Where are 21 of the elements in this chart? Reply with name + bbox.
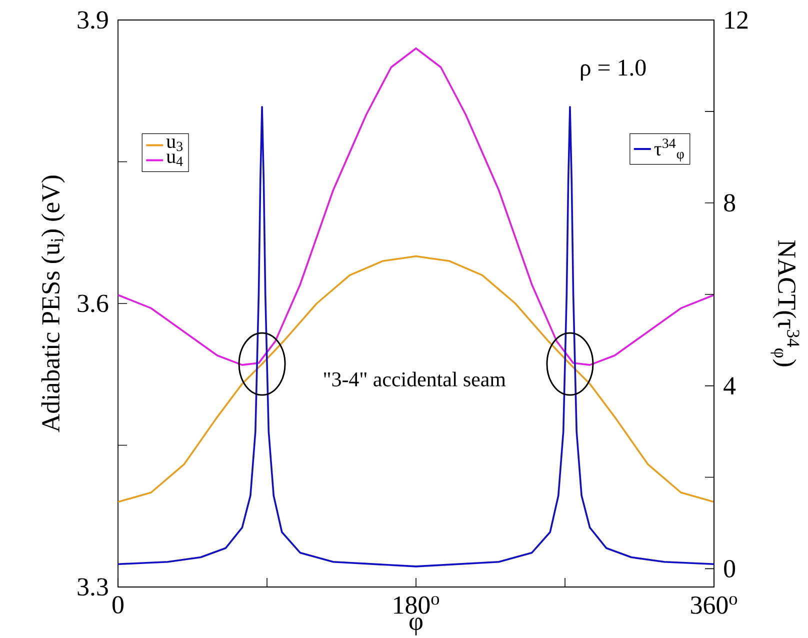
y2-tick-label: 12 bbox=[725, 11, 748, 29]
x-tick-label: 180$^{o}$ bbox=[394, 596, 440, 614]
annotation: "3-4" accidental seam bbox=[324, 372, 506, 386]
x-axis-title: φ bbox=[410, 618, 422, 636]
x-tick-label: 0 bbox=[112, 596, 124, 614]
line-series bbox=[118, 255, 714, 503]
legend-label: τ$^{34}$φ bbox=[654, 138, 684, 162]
y-tick-label: 3.9 bbox=[78, 11, 108, 29]
y2-axis-title: NACT(τ$^{34}$$_{φ}$) bbox=[770, 240, 800, 366]
y-tick-label: 3.3 bbox=[78, 578, 108, 596]
line-series bbox=[118, 47, 714, 366]
line-series bbox=[118, 106, 714, 568]
x-tick-label: 360$^{o}$ bbox=[691, 596, 738, 614]
y2-tick-label: 8 bbox=[724, 194, 736, 212]
annotation: ρ = 1.0 bbox=[580, 60, 646, 81]
y-axis-title: Adiabatic PESs (u$_{i}$) (eV) bbox=[41, 176, 65, 432]
y2-tick-label: 4 bbox=[724, 377, 736, 394]
y2-tick-label: 0 bbox=[724, 560, 736, 578]
legend-label: u$_{3}$ bbox=[166, 138, 183, 152]
y-tick-label: 3.6 bbox=[78, 294, 108, 312]
legend-label: u$_{4}$ bbox=[166, 154, 183, 166]
